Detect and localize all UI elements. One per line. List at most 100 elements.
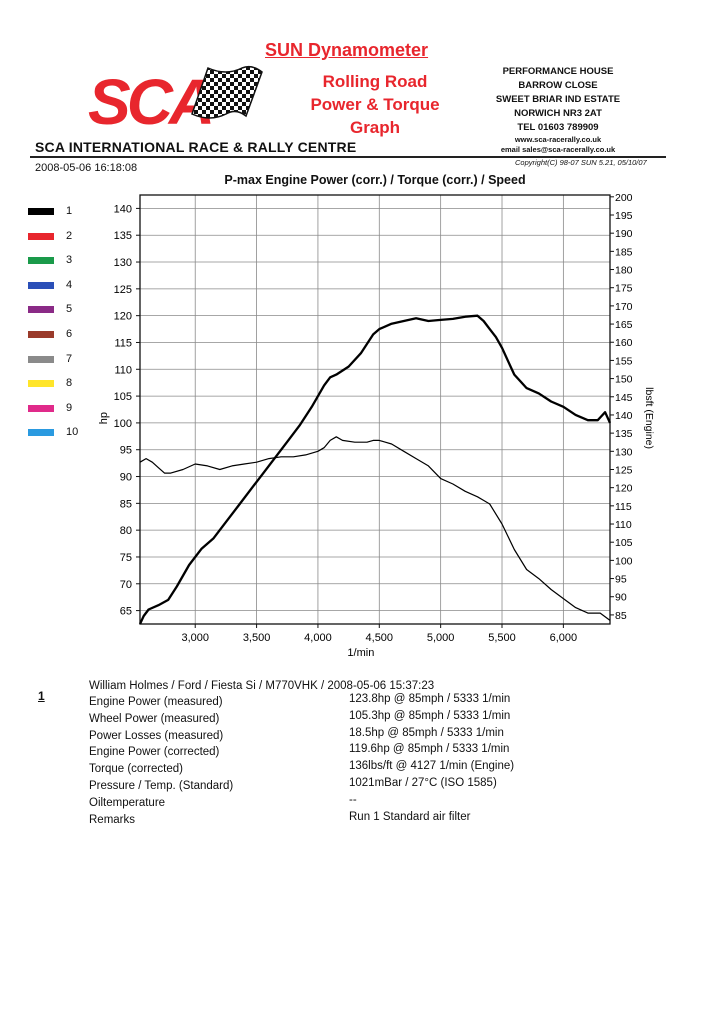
y-right-tick-label: 140 (615, 410, 633, 422)
x-tick-label: 3,000 (181, 632, 209, 644)
copyright-text: Copyright(C) 98-07 SUN 5.21, 05/10/07 (515, 158, 647, 167)
x-tick-label: 5,000 (427, 632, 455, 644)
power-torque-chart: 3,000 3,500 4,000 4,500 5,000 5,500 6,000 65 70 7… (98, 192, 655, 659)
legend-swatch (28, 208, 54, 215)
address-line: NORWICH NR3 2AT (514, 108, 602, 119)
x-axis-label: 1/min (347, 647, 374, 659)
y-right-tick-label: 135 (615, 428, 633, 440)
legend-label: 5 (66, 303, 73, 316)
y-right-tick-label: 185 (615, 246, 633, 258)
run-number: 1 (38, 689, 45, 703)
x-tick-label: 4,000 (304, 632, 332, 644)
result-value: 119.6hp @ 85mph / 5333 1/min (349, 743, 510, 756)
result-label: Oiltemperature (89, 796, 166, 809)
y-right-tick-label: 105 (615, 537, 633, 549)
plot-frame (139, 194, 611, 625)
chart-title: P-max Engine Power (corr.) / Torque (cor… (224, 173, 526, 187)
legend-label: 7 (66, 352, 73, 365)
x-tick-label: 6,000 (550, 632, 578, 644)
result-label: Engine Power (measured) (89, 696, 223, 708)
y-right-tick-label: 200 (615, 192, 633, 204)
result-value: Run 1 Standard air filter (349, 810, 471, 823)
y-left-tick-label: 135 (114, 230, 132, 242)
legend-label: 10 (66, 426, 79, 439)
y-left-tick-label: 120 (114, 311, 132, 323)
y-left-tick-label: 85 (120, 498, 132, 510)
y-left-tick-label: 100 (114, 418, 132, 430)
legend-label: 1 (66, 205, 73, 217)
legend-swatch (28, 355, 54, 363)
engine-power-line (138, 314, 612, 625)
result-value: 1021mBar / 27°C (ISO 1585) (349, 777, 497, 789)
y-right-tick-label: 130 (615, 446, 633, 458)
legend-swatch (28, 232, 54, 240)
y-right-tick-label: 145 (615, 392, 633, 404)
y-left-tick-label: 65 (120, 606, 132, 618)
y-left-tick-label: 140 (114, 203, 132, 215)
checkered-flag-icon (191, 65, 263, 119)
address-line: PERFORMANCE HOUSE (502, 66, 614, 77)
x-tick-label: 3,500 (243, 632, 271, 644)
graph-title-line-1: Rolling Road (322, 72, 428, 91)
y-right-tick-label: 95 (615, 574, 627, 586)
y-right-tick-label: 165 (615, 319, 633, 331)
y-left-tick-label: 90 (120, 472, 132, 484)
y-right-tick-label: 115 (615, 501, 632, 513)
y-right-tick-label: 110 (615, 519, 632, 531)
legend-swatch (28, 429, 54, 437)
result-value: 123.8hp @ 85mph / 5333 1/min (349, 693, 511, 705)
y-left-tick-label: 75 (120, 552, 132, 564)
result-label: Pressure / Temp. (Standard) (89, 780, 234, 792)
y-left-tick-label: 105 (114, 391, 132, 403)
y-right-tick-label: 180 (615, 265, 633, 277)
y-left-tick-label: 115 (114, 337, 132, 349)
y-right-axis-label: lbsft (Engine) (643, 387, 655, 449)
result-value: 18.5hp @ 85mph / 5333 1/min (349, 726, 504, 739)
graph-title-line-3: Graph (349, 118, 401, 137)
legend-swatch (28, 306, 54, 314)
legend-swatch (28, 380, 54, 388)
y-right-tick-label: 120 (615, 483, 633, 495)
y-right-tick-label: 195 (615, 210, 633, 222)
x-tick-label: 5,500 (488, 632, 516, 644)
result-value: 105.3hp @ 85mph / 5333 1/min (349, 709, 511, 722)
y-right-tick-label: 160 (615, 337, 633, 349)
x-tick-label: 4,500 (366, 632, 394, 644)
legend-swatch (28, 404, 54, 412)
website-link: www.sca-racerally.co.uk (514, 135, 602, 144)
legend-swatch (28, 331, 54, 338)
result-label: Engine Power (corrected) (89, 746, 220, 759)
torque-line (139, 436, 611, 621)
y-left-tick-label: 130 (114, 257, 132, 269)
y-right-tick-label: 150 (615, 374, 633, 386)
result-label: Power Losses (measured) (89, 729, 224, 742)
run-title: William Holmes / Ford / Fiesta Si / M770… (89, 680, 435, 692)
sca-logo: SCA (88, 66, 215, 138)
y-left-tick-label: 95 (120, 445, 132, 457)
y-right-tick-label: 170 (615, 301, 633, 313)
result-value: 136lbs/ft @ 4127 1/min (Engine) (349, 760, 515, 773)
print-timestamp: 2008-05-06 16:18:08 (35, 162, 138, 174)
address-line: SWEET BRIAR IND ESTATE (495, 94, 621, 105)
y-left-axis-label: hp (98, 412, 110, 424)
legend-label: 6 (66, 328, 73, 340)
result-label: Wheel Power (measured) (89, 712, 220, 725)
y-right-tick-label: 125 (615, 464, 633, 476)
company-name: SCA INTERNATIONAL RACE & RALLY CENTRE (35, 139, 357, 155)
email-link: email sales@sca-racerally.co.uk (500, 145, 616, 154)
y-left-tick-label: 110 (114, 364, 132, 376)
y-right-tick-label: 175 (615, 283, 633, 295)
legend-label: 9 (66, 401, 73, 414)
legend-swatch (28, 281, 54, 289)
legend-label: 3 (66, 254, 73, 267)
legend-label: 2 (66, 229, 73, 242)
phone-number: TEL 01603 789909 (517, 122, 599, 133)
y-right-tick-label: 155 (615, 355, 633, 367)
y-left-tick-label: 70 (120, 579, 132, 591)
y-left-tick-label: 80 (120, 525, 132, 537)
result-label: Remarks (89, 813, 136, 826)
legend-label: 4 (66, 278, 73, 291)
address-line: BARROW CLOSE (518, 80, 598, 91)
legend-label: 8 (66, 377, 73, 390)
result-value: -- (349, 793, 357, 806)
